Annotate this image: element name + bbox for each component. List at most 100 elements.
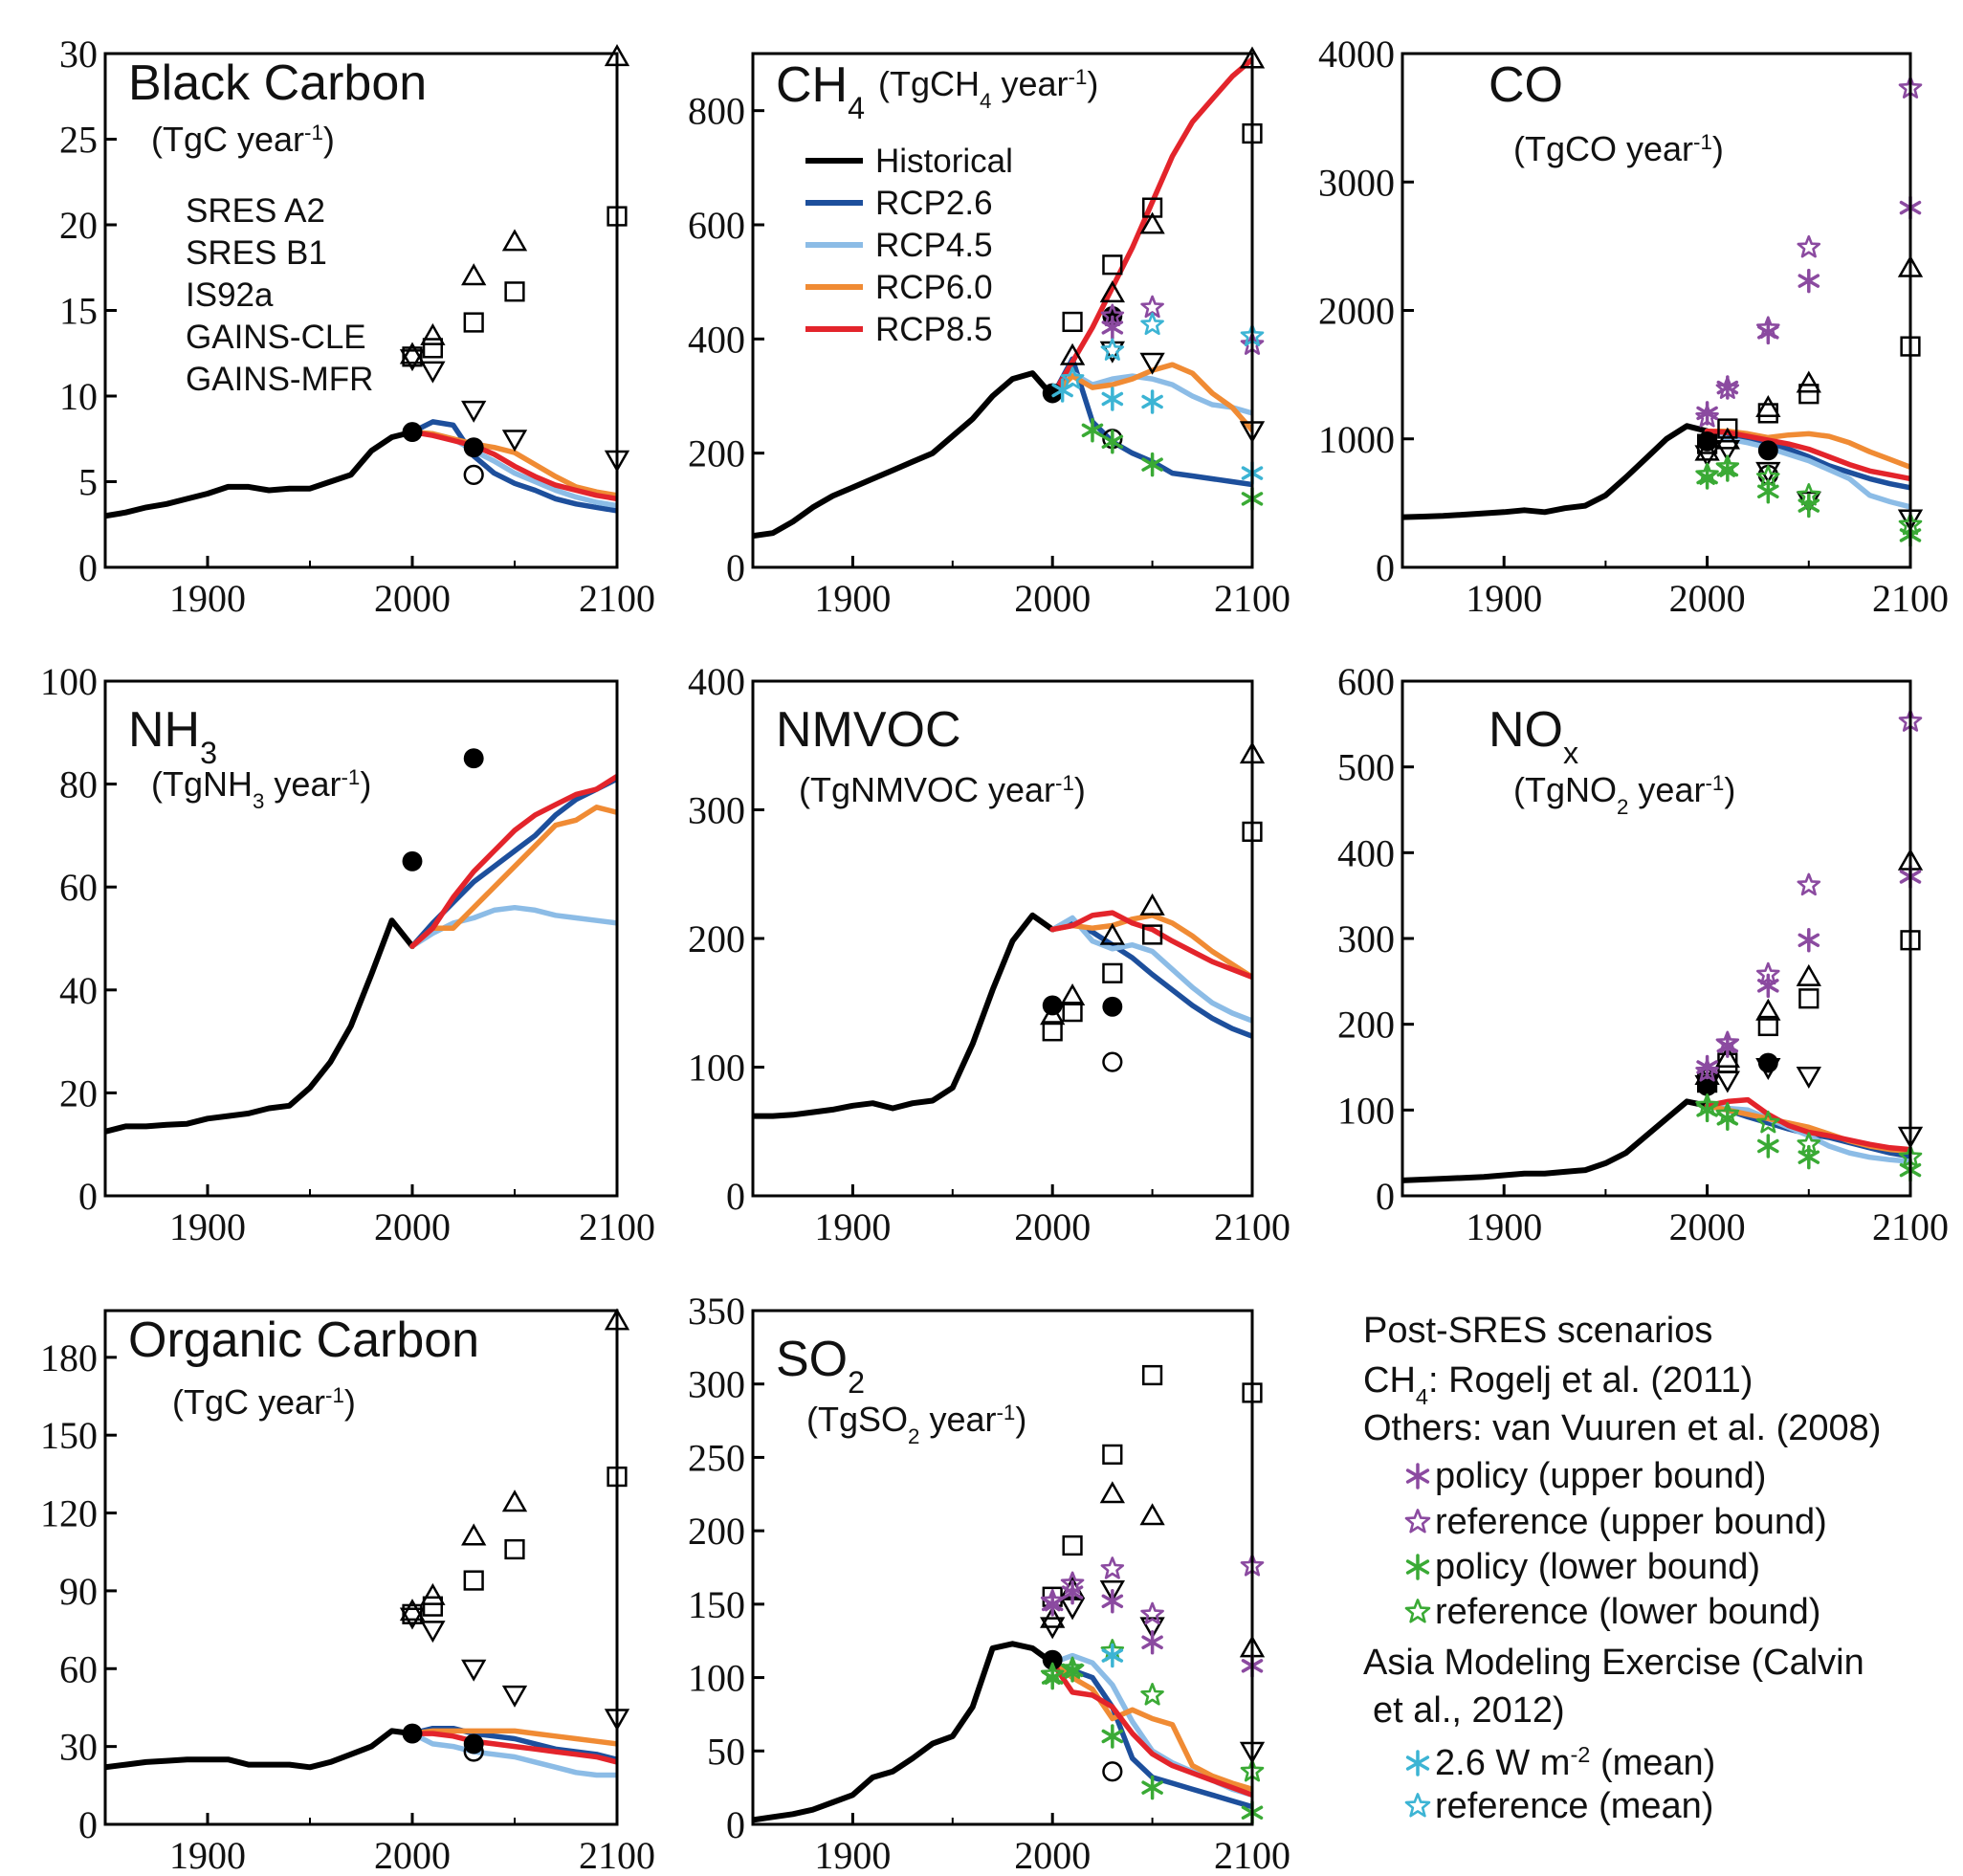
notes-line: CH4: Rogelj et al. (2011)	[1363, 1360, 1753, 1409]
tri-up-marker	[1139, 211, 1165, 234]
chart-title-part: NH	[128, 702, 200, 758]
x-tick-label: 1900	[169, 577, 246, 620]
plot-frame	[751, 52, 1254, 569]
notes-line: Others: van Vuuren et al. (2008)	[1363, 1408, 1881, 1448]
y-tick-label: 90	[59, 1570, 98, 1613]
series-group	[105, 1725, 617, 1778]
circle-open-marker	[1102, 1051, 1123, 1072]
chart-unit-part: 2	[1617, 795, 1628, 819]
square-marker	[422, 1596, 443, 1617]
notes-line: et al., 2012)	[1373, 1690, 1565, 1731]
square-marker	[463, 1570, 484, 1591]
y-tick-label: 500	[1337, 746, 1395, 789]
tri-up-marker	[461, 263, 487, 286]
marker-legend-label: IS92a	[186, 276, 274, 314]
marker-legend: SRES A2 SRES B1 IS92a GAINS-CLE GAINS-MFR	[186, 192, 373, 398]
series-historical	[753, 1641, 1056, 1823]
asterisk-spoke	[1141, 457, 1163, 472]
square-marker	[1757, 1015, 1778, 1037]
y-tick-label: 100	[688, 1047, 745, 1090]
tri-down-marker	[1714, 439, 1740, 463]
series-rcp85	[1049, 56, 1252, 399]
star-open-marker	[1060, 1656, 1085, 1679]
y-tick-label: 0	[1376, 1175, 1395, 1218]
chart-unit-part: )	[1724, 770, 1735, 809]
notes-line-part: 2.6 W m	[1435, 1743, 1570, 1783]
tri-up-marker	[1139, 893, 1165, 916]
star-open-marker	[1797, 482, 1821, 506]
series-historical	[1402, 423, 1710, 520]
chart-unit-part: )	[1074, 770, 1086, 809]
x-tick-label: 2100	[1214, 577, 1290, 620]
series-rcp85	[409, 429, 617, 502]
tri-up-marker	[1714, 427, 1740, 450]
x-tick-label: 2100	[1872, 577, 1949, 620]
y-tick-label: 400	[1337, 831, 1395, 874]
chart-unit-part: (TgC year	[151, 120, 304, 159]
series-historical	[105, 1728, 415, 1771]
series-group	[753, 910, 1252, 1119]
panel-nmvoc: 0 100 200 300 400 1900 2000 2100 NMVOC (TgNMVOC y…	[688, 660, 1290, 1248]
chart-unit-part: )	[360, 764, 371, 804]
series-historical	[105, 917, 415, 1135]
notes-line: policy (upper bound)	[1435, 1456, 1766, 1496]
notes-line-part: Asia Modeling Exercise (Calvin	[1363, 1643, 1864, 1683]
square-marker	[1757, 403, 1778, 424]
chart-title-part: CO	[1489, 57, 1563, 113]
chart-unit: (TgC year-1)	[172, 1382, 356, 1422]
plot-frame	[103, 679, 619, 1198]
series-rcp60	[1049, 1660, 1252, 1792]
chart-unit: (TgNO2 year-1)	[1513, 770, 1735, 819]
tri-up-marker	[501, 1490, 528, 1512]
marker-legend-label: GAINS-CLE	[186, 319, 366, 356]
y-tick-label: 100	[1337, 1089, 1395, 1132]
chart-unit-part: (TgSO	[806, 1400, 908, 1439]
y-tick-label: 0	[726, 546, 745, 589]
star-open-marker	[1100, 1556, 1125, 1579]
chart-unit-part: (TgNO	[1513, 770, 1617, 809]
tri-up-marker	[1099, 1481, 1125, 1504]
x-tick-label: 2000	[1014, 1834, 1091, 1876]
line-legend-label: RCP4.5	[875, 227, 993, 264]
tri-up-marker	[1099, 922, 1125, 945]
y-tick-label: 20	[59, 1071, 98, 1115]
notes-line-part: Post-SRES scenarios	[1363, 1311, 1712, 1351]
circle-filled-marker	[463, 748, 484, 769]
asterisk-spoke	[1798, 274, 1820, 288]
series-rcp60	[409, 1728, 617, 1747]
y-tick-label: 800	[688, 90, 745, 133]
line-legend-label: RCP2.6	[875, 185, 993, 222]
series-rcp85	[1704, 428, 1910, 482]
tri-down-marker	[1714, 1070, 1740, 1093]
series-rcp45	[1049, 915, 1252, 1024]
chart-unit: (TgSO2 year-1)	[806, 1400, 1026, 1448]
square-marker	[402, 346, 423, 367]
y-tick-label: 50	[707, 1730, 745, 1773]
y-tick-label: 0	[1376, 546, 1395, 589]
chart-title-part: SO	[776, 1332, 848, 1387]
notes-line: reference (mean)	[1435, 1786, 1713, 1826]
tri-down-marker	[461, 400, 487, 423]
chart-unit-part: -1	[304, 121, 323, 144]
x-tick-label: 1900	[169, 1205, 246, 1248]
markers-group	[1040, 1364, 1266, 1825]
series-group	[753, 1641, 1252, 1823]
tri-down-marker	[1796, 1066, 1821, 1089]
star-open-marker	[1797, 234, 1821, 258]
asterisk-spoke	[1757, 1138, 1779, 1154]
chart-title: CH4	[776, 57, 865, 125]
asterisk-spoke	[1757, 484, 1779, 499]
y-tick-label: 60	[59, 1647, 98, 1690]
tri-up-marker	[1040, 1003, 1066, 1026]
asterisk-spoke	[1051, 383, 1073, 398]
tri-down-marker	[420, 1621, 446, 1644]
circle-filled-marker	[1757, 440, 1778, 461]
tri-down-marker	[399, 349, 426, 372]
tri-down-marker	[420, 361, 446, 384]
square-marker	[1062, 311, 1083, 333]
x-tick-label: 1900	[814, 577, 891, 620]
notes-line-part: Others: van Vuuren et al. (2008)	[1363, 1408, 1881, 1448]
square-marker	[1717, 418, 1738, 439]
y-tick-label: 100	[688, 1657, 745, 1700]
